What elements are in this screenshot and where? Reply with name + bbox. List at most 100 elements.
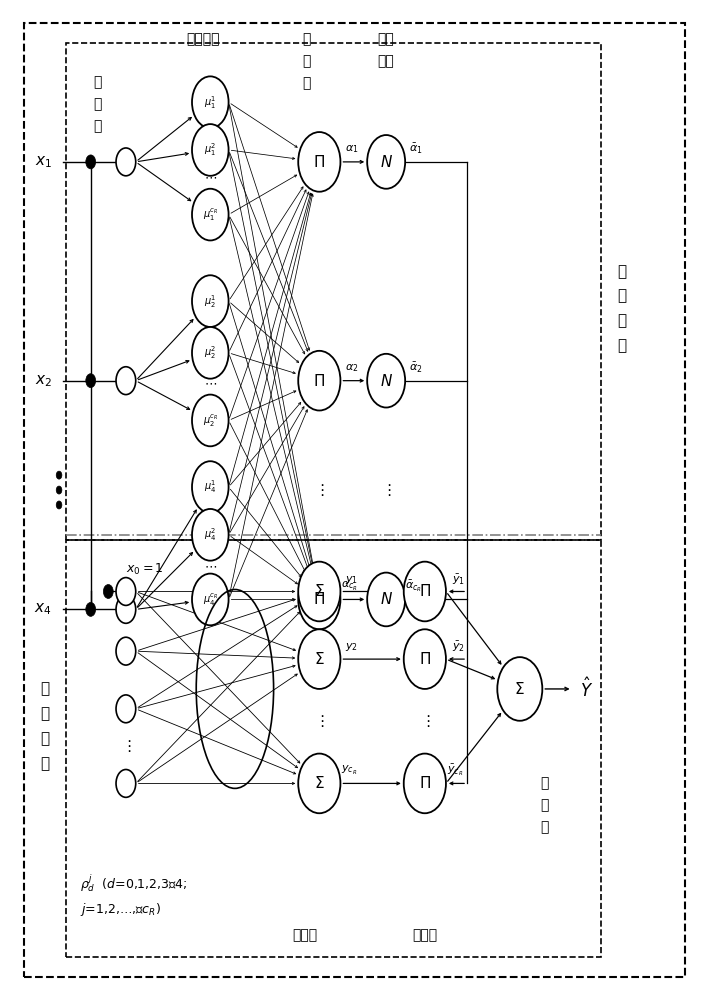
Text: 件: 件 (40, 706, 50, 721)
Text: 后: 后 (40, 681, 50, 696)
Circle shape (116, 367, 135, 395)
Text: $\mu_1^{c_R}$: $\mu_1^{c_R}$ (203, 206, 218, 223)
Text: 入: 入 (94, 97, 102, 111)
Text: $\rho_d^j$  ($d$=0,1,2,3或4;: $\rho_d^j$ ($d$=0,1,2,3或4; (80, 872, 187, 894)
Text: $\Sigma$: $\Sigma$ (314, 775, 325, 791)
Text: 规: 规 (303, 33, 311, 47)
Circle shape (192, 189, 228, 240)
Text: $\mu_4^2$: $\mu_4^2$ (204, 526, 216, 543)
Circle shape (298, 754, 340, 813)
Circle shape (116, 769, 135, 797)
Text: 模糊化层: 模糊化层 (186, 33, 220, 47)
Circle shape (116, 148, 135, 176)
Circle shape (298, 562, 340, 621)
Text: 化层: 化层 (378, 54, 394, 68)
Text: $x_4$: $x_4$ (35, 602, 52, 617)
Circle shape (192, 327, 228, 379)
Text: 络: 络 (40, 756, 50, 771)
Text: $\alpha_2$: $\alpha_2$ (345, 362, 359, 374)
Text: $\alpha_1$: $\alpha_1$ (345, 143, 359, 155)
Text: $N$: $N$ (379, 591, 393, 607)
Circle shape (403, 562, 446, 621)
Circle shape (497, 657, 542, 721)
Text: 结合层: 结合层 (412, 929, 437, 943)
Circle shape (56, 501, 62, 509)
Text: $\alpha_{c_R}$: $\alpha_{c_R}$ (341, 580, 358, 593)
Text: 前: 前 (618, 264, 626, 279)
Text: $\vdots$: $\vdots$ (314, 482, 325, 498)
Circle shape (403, 754, 446, 813)
Text: $\bar{\alpha}_2$: $\bar{\alpha}_2$ (409, 361, 423, 375)
Circle shape (298, 132, 340, 192)
Text: $N$: $N$ (379, 373, 393, 389)
Text: 出: 出 (540, 798, 549, 812)
Text: $\hat{Y}$: $\hat{Y}$ (579, 677, 593, 701)
Text: 层: 层 (94, 119, 102, 133)
Circle shape (86, 374, 96, 388)
Circle shape (56, 486, 62, 494)
Text: $\Sigma$: $\Sigma$ (314, 651, 325, 667)
Circle shape (116, 578, 135, 605)
Text: $\cdots$: $\cdots$ (203, 170, 217, 183)
Text: 件: 件 (618, 289, 626, 304)
Text: $\Pi$: $\Pi$ (419, 775, 431, 791)
Text: $\Sigma$: $\Sigma$ (314, 583, 325, 599)
Circle shape (116, 695, 135, 723)
FancyBboxPatch shape (24, 23, 685, 977)
Text: $\mu_2^2$: $\mu_2^2$ (204, 344, 216, 361)
Text: 归一: 归一 (378, 33, 394, 47)
Circle shape (192, 395, 228, 446)
Text: 则: 则 (303, 54, 311, 68)
Text: $\Pi$: $\Pi$ (313, 591, 325, 607)
Text: $\mu_1^2$: $\mu_1^2$ (204, 142, 216, 158)
Circle shape (192, 461, 228, 513)
Circle shape (298, 629, 340, 689)
Text: $N$: $N$ (379, 154, 393, 170)
Circle shape (298, 351, 340, 410)
Text: 层: 层 (303, 76, 311, 90)
Text: $\vdots$: $\vdots$ (381, 482, 391, 498)
Circle shape (367, 354, 405, 408)
Text: 网: 网 (40, 731, 50, 746)
Circle shape (116, 595, 135, 623)
Text: $\mu_4^1$: $\mu_4^1$ (204, 479, 216, 495)
Text: 网: 网 (618, 314, 626, 328)
Circle shape (104, 585, 113, 598)
Text: $\vdots$: $\vdots$ (314, 713, 325, 729)
Text: $\Pi$: $\Pi$ (419, 583, 431, 599)
Text: 输: 输 (540, 776, 549, 790)
Text: $\mu_2^1$: $\mu_2^1$ (204, 293, 216, 310)
Text: $y_{c_R}$: $y_{c_R}$ (341, 764, 357, 777)
Text: 层: 层 (540, 820, 549, 834)
Circle shape (367, 573, 405, 626)
Circle shape (403, 629, 446, 689)
Text: $\mu_2^{c_R}$: $\mu_2^{c_R}$ (203, 412, 218, 429)
Circle shape (86, 155, 96, 169)
Circle shape (192, 509, 228, 561)
Circle shape (367, 135, 405, 189)
Text: $y_2$: $y_2$ (345, 641, 358, 653)
Text: $\cdots$: $\cdots$ (203, 376, 217, 389)
Text: $\Pi$: $\Pi$ (313, 373, 325, 389)
Text: $\Sigma$: $\Sigma$ (515, 681, 525, 697)
Text: $\Pi$: $\Pi$ (419, 651, 431, 667)
Text: $x_1$: $x_1$ (35, 154, 52, 170)
Text: 输: 输 (94, 75, 102, 89)
Circle shape (192, 574, 228, 625)
Text: 函数层: 函数层 (293, 929, 318, 943)
Text: $\mu_4^{c_R}$: $\mu_4^{c_R}$ (203, 591, 218, 608)
Circle shape (116, 637, 135, 665)
Text: $\cdots$: $\cdots$ (203, 559, 217, 572)
Text: $\vdots$: $\vdots$ (121, 738, 131, 754)
Circle shape (86, 602, 96, 616)
Text: 络: 络 (618, 338, 626, 353)
Circle shape (192, 76, 228, 128)
Text: $\bar{y}_{c_R}$: $\bar{y}_{c_R}$ (447, 763, 464, 778)
Circle shape (192, 275, 228, 327)
Text: $x_2$: $x_2$ (35, 373, 52, 389)
Text: $\vdots$: $\vdots$ (420, 713, 430, 729)
Text: $j$=1,2,…,或$c_R$): $j$=1,2,…,或$c_R$) (80, 901, 161, 918)
Text: $\Pi$: $\Pi$ (313, 154, 325, 170)
Circle shape (56, 471, 62, 479)
Text: $\mu_1^1$: $\mu_1^1$ (204, 94, 216, 111)
